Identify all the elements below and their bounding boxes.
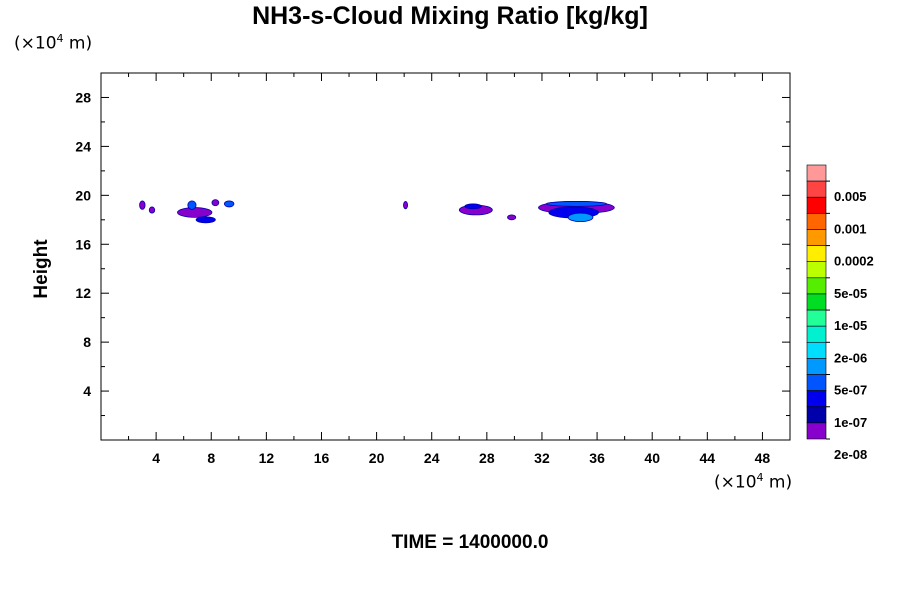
x-tick-label: 20 xyxy=(369,450,385,466)
colorbar-swatch xyxy=(806,164,827,182)
colorbar-label: 1e-05 xyxy=(834,318,867,333)
x-tick-label: 8 xyxy=(207,450,215,466)
colorbar-label: 2e-06 xyxy=(834,350,867,365)
cloud-patch xyxy=(403,201,409,210)
cloud-patch xyxy=(507,214,517,221)
colorbar-swatch xyxy=(806,229,827,246)
colorbar-label: 0.005 xyxy=(834,189,867,204)
colorbar-label: 2e-08 xyxy=(834,447,867,462)
x-axis-unit: (×104 m) xyxy=(714,471,793,493)
x-tick-label: 16 xyxy=(314,450,330,466)
plot-frame xyxy=(100,72,791,441)
colorbar-swatch xyxy=(806,293,827,311)
colorbar-swatch xyxy=(806,422,827,440)
cloud-patch xyxy=(223,200,235,208)
cloud-patch xyxy=(211,199,220,207)
colorbar-swatch xyxy=(806,406,827,424)
cloud-patch xyxy=(464,203,482,210)
cloud-patch xyxy=(545,201,608,207)
cloud-patch xyxy=(567,212,594,223)
cloud-patch xyxy=(195,216,216,224)
colorbar-swatch xyxy=(806,390,827,408)
colorbar-label: 1e-07 xyxy=(834,415,867,430)
x-tick-label: 32 xyxy=(534,450,550,466)
colorbar-swatch xyxy=(806,213,827,230)
x-tick-label: 48 xyxy=(755,450,771,466)
cloud-patch xyxy=(187,200,197,210)
y-tick-label: 24 xyxy=(75,138,91,154)
x-tick-label: 12 xyxy=(259,450,275,466)
time-label: TIME = 1400000.0 xyxy=(391,532,549,553)
colorbar-swatch xyxy=(806,180,827,198)
cloud-patch xyxy=(148,206,156,214)
colorbar-swatch xyxy=(806,358,827,375)
cloud-patch xyxy=(139,200,146,210)
colorbar-label: 0.001 xyxy=(834,221,867,236)
y-tick-label: 12 xyxy=(75,285,91,301)
colorbar-label: 5e-07 xyxy=(834,383,867,398)
y-tick-label: 8 xyxy=(83,334,91,350)
y-axis-unit: (×104 m) xyxy=(14,32,93,54)
colorbar-swatch xyxy=(806,341,827,359)
y-axis-label: Height xyxy=(31,239,52,299)
y-tick-label: 4 xyxy=(83,383,91,399)
y-tick-label: 28 xyxy=(75,89,91,105)
colorbar-swatch xyxy=(806,277,827,295)
colorbar-swatch xyxy=(806,374,827,391)
x-tick-label: 4 xyxy=(152,450,160,466)
colorbar-label: 0.0002 xyxy=(834,254,874,269)
y-tick-label: 20 xyxy=(75,187,91,203)
colorbar-swatch xyxy=(806,261,827,279)
colorbar-swatch xyxy=(806,196,827,214)
colorbar-swatch xyxy=(806,325,827,343)
x-tick-label: 28 xyxy=(479,450,495,466)
chart-title: NH3-s-Cloud Mixing Ratio [kg/kg] xyxy=(252,2,648,30)
x-tick-label: 44 xyxy=(700,450,716,466)
colorbar-swatch xyxy=(806,245,827,263)
cloud-patch xyxy=(177,207,213,218)
x-tick-label: 40 xyxy=(644,450,660,466)
colorbar-label: 5e-05 xyxy=(834,286,867,301)
y-tick-label: 16 xyxy=(75,236,91,252)
x-tick-label: 24 xyxy=(424,450,440,466)
x-tick-label: 36 xyxy=(589,450,605,466)
colorbar-swatch xyxy=(806,309,827,327)
